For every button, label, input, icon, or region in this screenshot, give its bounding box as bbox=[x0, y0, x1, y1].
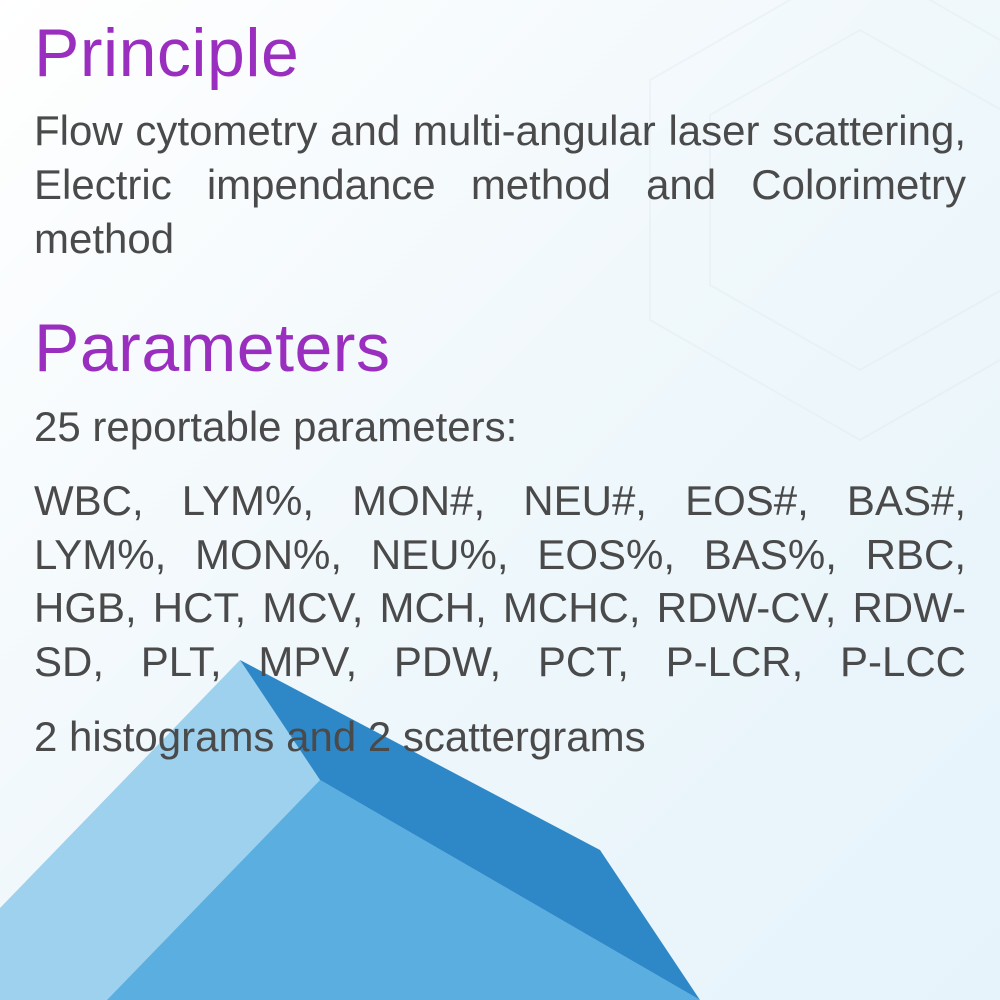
parameters-charts-note: 2 histograms and 2 scattergrams bbox=[34, 713, 966, 761]
principle-heading: Principle bbox=[34, 14, 966, 92]
parameters-heading: Parameters bbox=[34, 309, 966, 387]
parameters-intro: 25 reportable parameters: bbox=[34, 399, 966, 456]
parameters-list: WBC, LYM%, MON#, NEU#, EOS#, BAS#, LYM%,… bbox=[34, 474, 966, 689]
principle-body: Flow cytometry and multi-angular laser s… bbox=[34, 104, 966, 265]
content-area: Principle Flow cytometry and multi-angul… bbox=[0, 0, 1000, 761]
